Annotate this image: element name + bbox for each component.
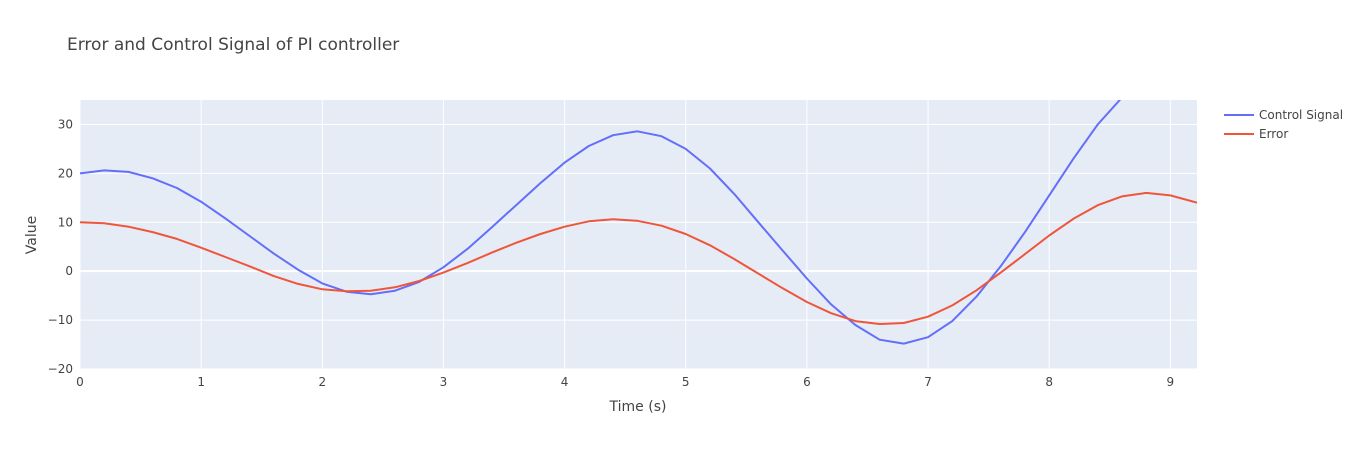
chart-title: Error and Control Signal of PI controlle… — [67, 35, 399, 55]
y-tick-label: −10 — [48, 313, 73, 327]
x-tick-label: 9 — [1167, 375, 1175, 389]
x-tick-label: 7 — [924, 375, 932, 389]
legend-item-control-signal[interactable]: Control Signal — [1224, 108, 1343, 122]
grid-lines — [79, 100, 1197, 370]
legend[interactable]: Control Signal Error — [1224, 108, 1343, 141]
y-tick-label: 10 — [58, 215, 73, 229]
x-tick-label: 2 — [318, 375, 326, 389]
y-tick-label: 0 — [65, 264, 73, 278]
x-axis-title: Time (s) — [609, 399, 667, 415]
legend-label: Control Signal — [1259, 108, 1343, 122]
x-tick-label: 6 — [803, 375, 811, 389]
series-line-error — [80, 191, 1197, 325]
x-tick-label: 3 — [440, 375, 448, 389]
y-tick-label: −20 — [48, 362, 73, 376]
x-tick-label: 5 — [682, 375, 690, 389]
plot-background — [80, 100, 1197, 369]
y-tick-label: 30 — [58, 117, 73, 131]
y-tick-label: 20 — [58, 166, 73, 180]
series-lines — [80, 100, 1197, 345]
tick-labels: 0 1 2 3 4 5 6 7 8 9 −20 −10 0 10 20 30 — [48, 117, 1174, 389]
legend-item-error[interactable]: Error — [1224, 127, 1288, 141]
y-axis-title: Value — [24, 216, 40, 254]
x-tick-label: 0 — [76, 375, 84, 389]
x-tick-label: 4 — [561, 375, 569, 389]
series-line-control-signal — [80, 100, 1122, 345]
x-tick-label: 1 — [197, 375, 205, 389]
x-tick-label: 8 — [1045, 375, 1053, 389]
legend-label: Error — [1259, 127, 1288, 141]
